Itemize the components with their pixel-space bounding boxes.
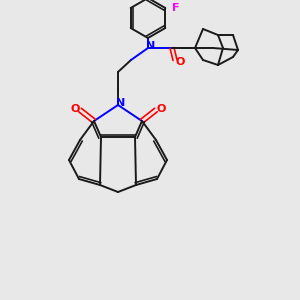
- Text: O: O: [175, 57, 185, 67]
- Text: O: O: [156, 104, 166, 114]
- Text: N: N: [116, 98, 126, 108]
- Text: N: N: [146, 41, 156, 51]
- Text: F: F: [172, 3, 180, 13]
- Text: O: O: [70, 104, 80, 114]
